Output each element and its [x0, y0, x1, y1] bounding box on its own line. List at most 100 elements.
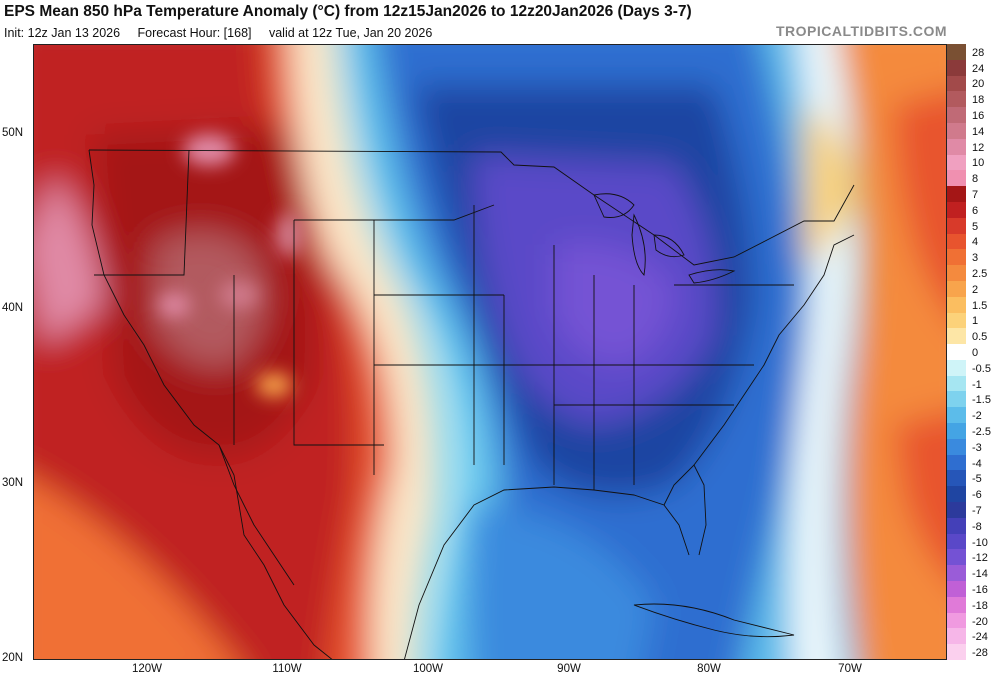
color-scale-swatch — [947, 170, 966, 187]
color-scale-label: 6 — [972, 204, 979, 217]
color-scale-swatch — [947, 328, 966, 345]
color-scale-swatch — [947, 91, 966, 108]
coastlines-and-borders — [88, 149, 855, 659]
color-scale-swatch — [947, 154, 966, 171]
color-scale-swatch — [947, 517, 966, 535]
lon-label-80w: 80W — [697, 663, 721, 675]
color-scale-label: -12 — [972, 552, 988, 565]
color-scale-swatch — [947, 533, 966, 550]
color-scale-swatch — [947, 265, 966, 282]
color-scale-swatch — [947, 486, 966, 503]
lon-label-110w: 110W — [272, 663, 302, 675]
color-scale-swatch — [947, 296, 966, 313]
anomaly-map — [33, 44, 947, 660]
color-scale-label: 2 — [972, 283, 979, 296]
color-scale-label: 7 — [972, 189, 979, 202]
color-scale-label: 0 — [972, 347, 979, 359]
color-scale-swatch — [947, 565, 966, 582]
color-scale-label: 5 — [972, 220, 979, 233]
map-title: EPS Mean 850 hPa Temperature Anomaly (°C… — [4, 3, 692, 20]
color-scale-swatch — [947, 312, 966, 329]
color-scale-label: 16 — [972, 110, 985, 123]
color-scale-label: 12 — [972, 141, 985, 154]
lon-label-90w: 90W — [557, 663, 581, 675]
color-scale-swatch — [947, 391, 966, 408]
color-scale-label: 1.5 — [972, 299, 988, 312]
color-scale-label: 18 — [972, 94, 985, 107]
color-scale-swatch — [947, 470, 966, 487]
color-scale-swatch — [947, 186, 966, 203]
color-scale-label: 10 — [972, 157, 985, 170]
color-scale-swatch — [947, 44, 966, 61]
color-scale-label: 24 — [972, 62, 985, 75]
color-scale-label: -10 — [972, 536, 988, 549]
color-scale-label: -28 — [972, 647, 988, 660]
color-scale-swatch — [947, 122, 966, 140]
color-scale-label: -16 — [972, 583, 988, 596]
color-scale-label: -2.5 — [972, 425, 991, 438]
color-scale-label: 20 — [972, 78, 985, 91]
site-credit: TROPICALTIDBITS.COM — [775, 23, 947, 39]
color-scale-label: -20 — [972, 615, 988, 628]
color-scale-label: 1 — [972, 315, 979, 328]
color-scale-label: 4 — [972, 236, 979, 249]
color-scale-label: 14 — [972, 125, 985, 138]
color-scale-label: -1.5 — [972, 394, 991, 407]
color-scale-swatch — [947, 438, 966, 456]
init-time: Init: 12z Jan 13 2026 — [4, 26, 121, 40]
lat-label-20n: 20N — [2, 652, 24, 664]
color-scale-label: -8 — [972, 520, 982, 533]
color-scale-swatch — [947, 644, 966, 661]
anomaly-field — [34, 45, 946, 659]
lat-label-30n: 30N — [2, 477, 24, 489]
lon-label-120w: 120W — [131, 663, 163, 675]
color-scale-swatch — [947, 502, 966, 519]
color-scale-label: -3 — [972, 441, 982, 454]
lat-label-50n: 50N — [2, 127, 24, 139]
color-scale-swatch — [947, 59, 966, 77]
color-scale-label: -5 — [972, 473, 982, 486]
color-scale-swatch — [947, 612, 966, 629]
color-scale-label: -2 — [972, 410, 982, 423]
color-scale-label: 0.5 — [972, 331, 988, 344]
color-scale-label: -18 — [972, 599, 988, 612]
color-scale-swatch — [947, 549, 966, 566]
color-scale-swatch — [947, 138, 966, 156]
lon-label-100w: 100W — [412, 663, 444, 675]
color-scale-swatch — [947, 581, 966, 598]
color-scale-label: -14 — [972, 568, 988, 581]
mountain-anomaly-detail — [158, 134, 303, 397]
color-scale-swatch — [947, 201, 966, 219]
map-subtitle: Init: 12z Jan 13 2026 Forecast Hour: [16… — [4, 26, 446, 40]
color-scale-swatch — [947, 107, 966, 124]
color-scale-swatch — [947, 280, 966, 298]
color-scale-label: -0.5 — [972, 362, 991, 375]
color-scale-legend: 28 24 20 18 16 14 12 10 8 7 6 5 4 3 2.5 2 1.5 1 0.5 0 -0.5 -1… — [947, 44, 1000, 661]
color-scale-swatch — [947, 454, 966, 471]
color-scale-label: 2.5 — [972, 268, 988, 281]
valid-time: valid at 12z Tue, Jan 20 2026 — [268, 26, 433, 40]
color-scale-label: -4 — [972, 457, 982, 470]
lon-label-70w: 70W — [838, 663, 862, 675]
color-scale-swatch — [947, 407, 966, 424]
color-scale-label: -1 — [972, 378, 982, 391]
lat-label-40n: 40N — [2, 302, 24, 314]
color-scale-swatch — [947, 344, 966, 361]
color-scale-swatch — [947, 596, 966, 614]
color-scale-swatch — [947, 217, 966, 235]
map-canvas — [34, 45, 946, 659]
color-scale-swatch — [947, 233, 966, 250]
color-scale-swatch — [947, 359, 966, 377]
forecast-hour: Forecast Hour: [168] — [137, 26, 252, 40]
color-scale-label: 3 — [972, 252, 979, 265]
color-scale-label: -7 — [972, 504, 982, 517]
color-scale-label: -24 — [972, 631, 988, 644]
color-scale-swatch — [947, 75, 966, 92]
color-scale-label: -6 — [972, 489, 982, 502]
color-scale-label: 28 — [972, 46, 985, 59]
color-scale-label: 8 — [972, 173, 979, 186]
color-scale-swatch — [947, 375, 966, 392]
color-scale-swatch — [947, 249, 966, 266]
color-scale-swatch — [947, 628, 966, 645]
color-scale-swatch — [947, 423, 966, 440]
